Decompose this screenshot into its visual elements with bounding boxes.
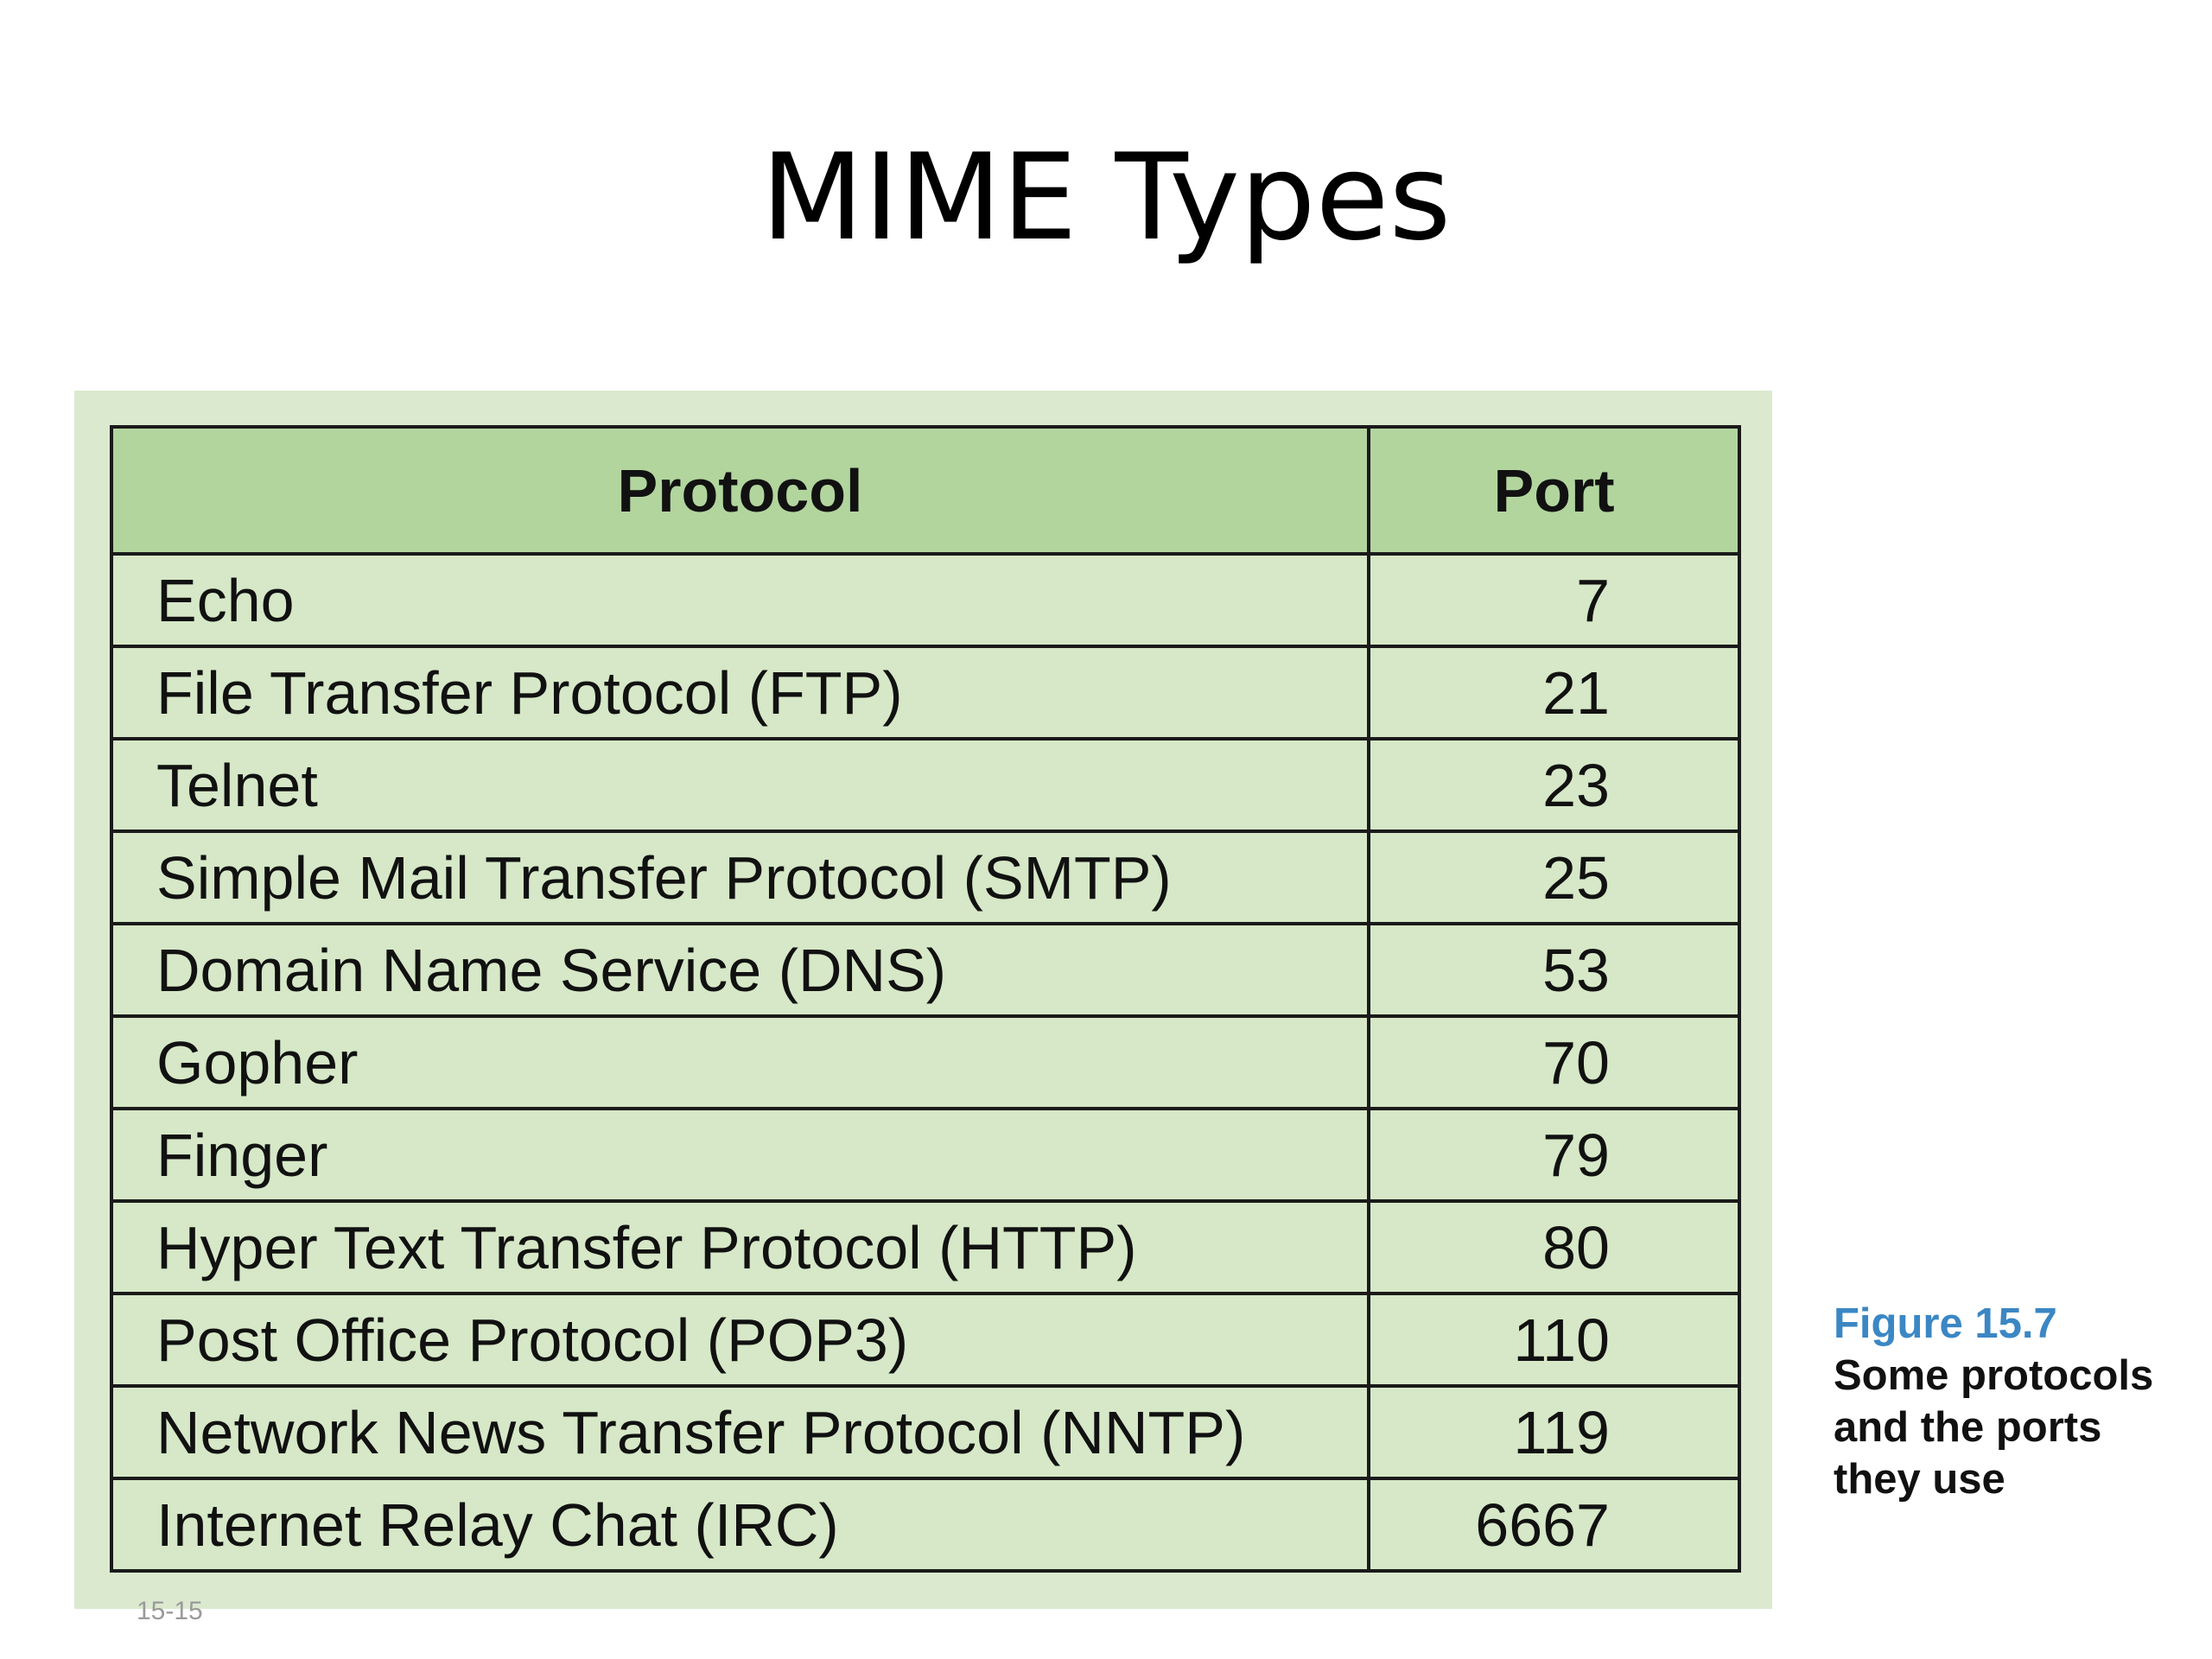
table-row: Finger 79 <box>110 1107 1741 1203</box>
table-row: File Transfer Protocol (FTP) 21 <box>110 645 1741 741</box>
slide-number: 15-15 <box>137 1597 203 1625</box>
protocol-cell: Network News Transfer Protocol (NNTP) <box>110 1384 1370 1480</box>
port-cell: 119 <box>1367 1384 1741 1480</box>
protocol-cell: Hyper Text Transfer Protocol (HTTP) <box>110 1199 1370 1295</box>
table-row: Hyper Text Transfer Protocol (HTTP) 80 <box>110 1199 1741 1295</box>
table-row: Domain Name Service (DNS) 53 <box>110 922 1741 1018</box>
figure-caption: Figure 15.7 Some protocols and the ports… <box>1834 1298 2196 1505</box>
port-cell: 21 <box>1367 645 1741 741</box>
table-row: Echo 7 <box>110 552 1741 648</box>
port-cell: 25 <box>1367 830 1741 925</box>
port-cell: 23 <box>1367 737 1741 833</box>
protocol-cell: Telnet <box>110 737 1370 833</box>
table-row: Gopher 70 <box>110 1014 1741 1110</box>
table-row: Network News Transfer Protocol (NNTP) 11… <box>110 1384 1741 1480</box>
protocol-cell: Simple Mail Transfer Protocol (SMTP) <box>110 830 1370 925</box>
figure-caption-text: Some protocols and the ports they use <box>1834 1352 2154 1503</box>
table-row: Simple Mail Transfer Protocol (SMTP) 25 <box>110 830 1741 925</box>
table-header-row: Protocol Port <box>110 425 1741 556</box>
protocol-cell: Gopher <box>110 1014 1370 1110</box>
table-row: Internet Relay Chat (IRC) 6667 <box>110 1477 1741 1573</box>
port-cell: 70 <box>1367 1014 1741 1110</box>
figure-number: Figure 15.7 <box>1834 1300 2057 1347</box>
protocol-cell: Post Office Protocol (POP3) <box>110 1292 1370 1388</box>
port-cell: 110 <box>1367 1292 1741 1388</box>
protocol-port-table: Protocol Port Echo 7 File Transfer Proto… <box>110 425 1741 1573</box>
port-cell: 53 <box>1367 922 1741 1018</box>
protocol-cell: Echo <box>110 552 1370 648</box>
protocol-cell: Finger <box>110 1107 1370 1203</box>
protocol-cell: Domain Name Service (DNS) <box>110 922 1370 1018</box>
port-column-header: Port <box>1367 425 1741 556</box>
port-cell: 6667 <box>1367 1477 1741 1573</box>
port-cell: 79 <box>1367 1107 1741 1203</box>
table-row: Telnet 23 <box>110 737 1741 833</box>
protocol-cell: File Transfer Protocol (FTP) <box>110 645 1370 741</box>
table-row: Post Office Protocol (POP3) 110 <box>110 1292 1741 1388</box>
protocol-cell: Internet Relay Chat (IRC) <box>110 1477 1370 1573</box>
protocol-column-header: Protocol <box>110 425 1370 556</box>
port-cell: 7 <box>1367 552 1741 648</box>
port-cell: 80 <box>1367 1199 1741 1295</box>
slide-title: MIME Types <box>760 128 1452 267</box>
